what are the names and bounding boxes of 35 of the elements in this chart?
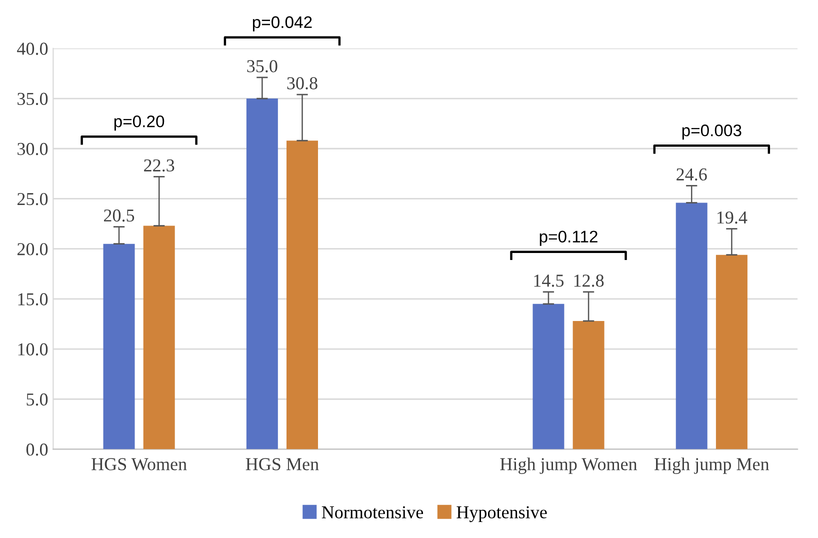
- y-tick-label: 0.0: [26, 443, 48, 456]
- data-label: 22.3: [144, 159, 174, 172]
- legend-label: Normotensive: [322, 506, 424, 518]
- annotation: p=0.20: [114, 115, 164, 131]
- bar: [143, 226, 175, 450]
- y-tick-label: 10.0: [18, 343, 48, 356]
- bar: [716, 254, 748, 450]
- y-tick-label: 30.0: [18, 142, 48, 156]
- data-label: 30.8: [287, 77, 318, 90]
- bar: [103, 244, 135, 450]
- legend-label: Hypotensive: [456, 506, 547, 522]
- annotation: p=0.112: [540, 230, 598, 246]
- x-tick-label: HGS Men: [246, 458, 319, 470]
- y-tick-label: 40.0: [17, 42, 48, 55]
- data-label: 19.4: [717, 211, 748, 224]
- bar: [532, 304, 564, 450]
- bar: [246, 98, 278, 450]
- y-tick-label: 20.0: [18, 243, 48, 256]
- x-tick-label: High jump Men: [654, 458, 770, 474]
- y-tick-label: 25.0: [18, 192, 48, 206]
- bar: [286, 140, 318, 450]
- y-tick-label: 35.0: [18, 92, 48, 106]
- y-tick-label: 5.0: [26, 393, 48, 406]
- bar: [676, 202, 708, 450]
- data-label: 12.8: [574, 274, 604, 287]
- text: p=0.042: [252, 16, 312, 32]
- data-label: 14.5: [534, 274, 564, 287]
- data-label: 24.6: [676, 168, 707, 181]
- y-tick-label: 15.0: [18, 293, 48, 306]
- annotation: p=0.003: [682, 124, 742, 140]
- data-label: 35.0: [247, 60, 278, 72]
- x-tick-label: High jump Women: [500, 458, 638, 474]
- x-tick-label: HGS Women: [92, 458, 187, 470]
- bar: [572, 320, 604, 450]
- data-label: 20.5: [104, 209, 134, 222]
